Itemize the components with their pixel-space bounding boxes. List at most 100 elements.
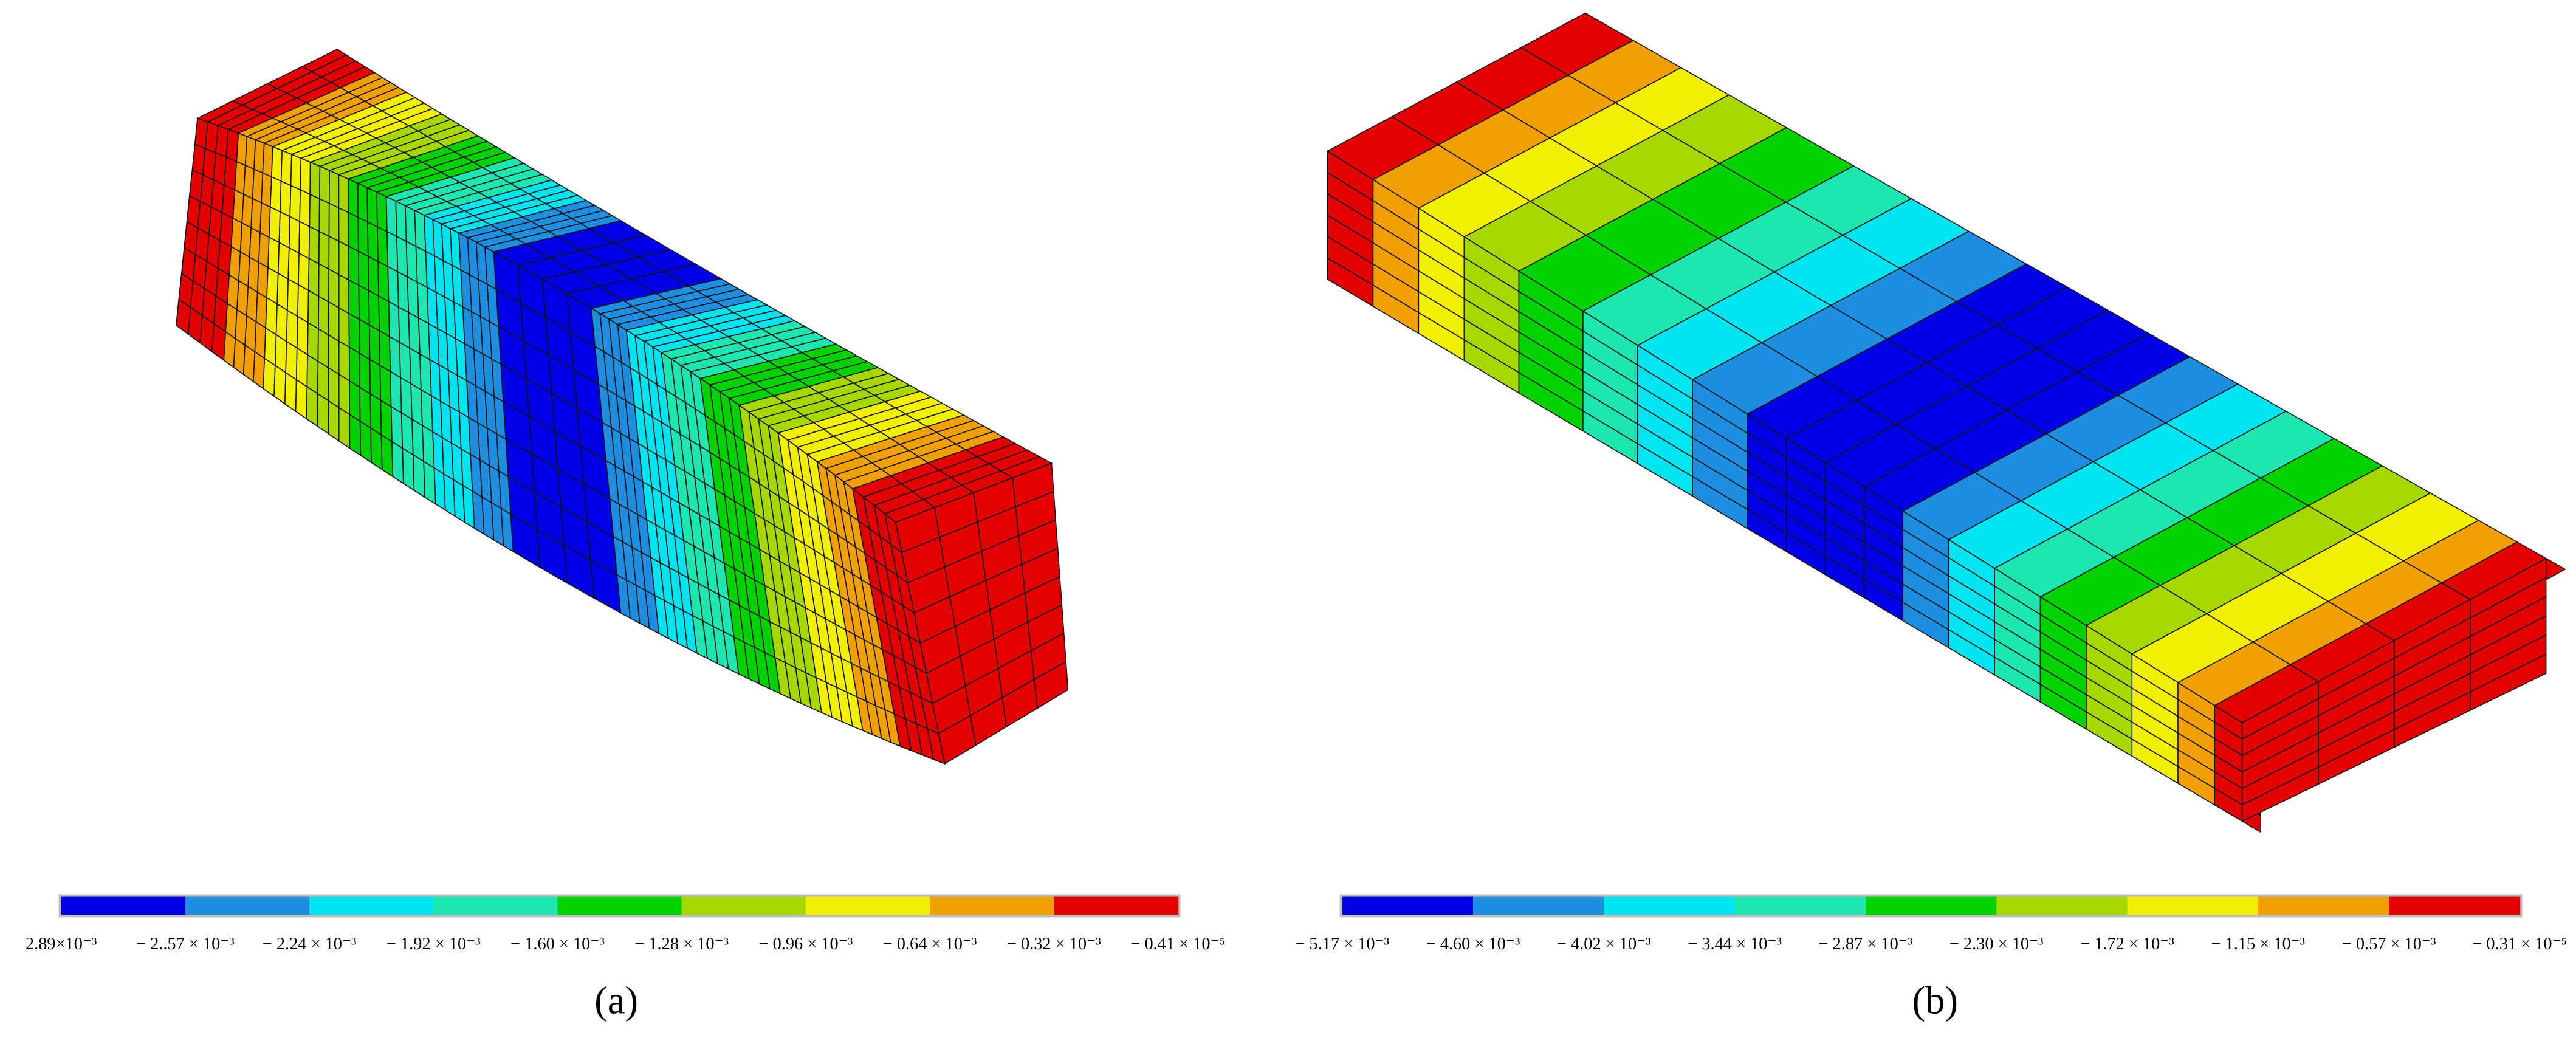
mesh-cell: [348, 312, 360, 354]
colorbar-label: − 1.92 × 10⁻³: [386, 935, 481, 954]
mesh-cell: [348, 245, 360, 286]
colorbar-swatch: [1342, 896, 1474, 915]
mesh-cell: [278, 211, 290, 249]
mesh-cell: [328, 202, 340, 242]
mesh-cell: [317, 393, 329, 435]
mesh-cell: [349, 413, 362, 456]
mesh-cell: [273, 364, 286, 405]
mesh-cell: [267, 236, 280, 275]
mesh-cell: [307, 258, 320, 297]
colorbar-swatch: [930, 896, 1055, 915]
mesh-cell: [318, 263, 330, 303]
mesh-cell: [299, 189, 311, 227]
colorbar-label: − 2.24 × 10⁻³: [263, 935, 357, 954]
mesh-cell: [287, 247, 300, 286]
mesh-cell: [289, 185, 301, 222]
colorbar-label: − 0.32 × 10⁻³: [1007, 935, 1101, 954]
mesh-cell: [338, 207, 349, 247]
end-cell: [2469, 653, 2547, 712]
colorbar-swatch: [2258, 896, 2389, 915]
mesh-cell: [256, 261, 269, 299]
mesh-cell: [359, 318, 371, 360]
mesh-cell: [328, 170, 340, 209]
mesh-cell: [271, 146, 283, 182]
mesh-cell: [277, 241, 290, 280]
mesh-cell: [318, 198, 330, 238]
mesh-cell: [253, 351, 266, 390]
mesh-cell: [380, 434, 394, 478]
mesh-cell: [357, 182, 368, 223]
mesh-cell: [300, 157, 311, 195]
mesh-cell: [366, 187, 378, 228]
mesh-cell: [318, 230, 330, 270]
colorbar-label: − 1.72 × 10⁻³: [2080, 935, 2174, 954]
colorbar-swatch: [805, 896, 930, 915]
mesh-cell: [348, 178, 359, 218]
colorbar-label: − 0.41 × 10⁻⁵: [1130, 935, 1225, 954]
colorbar-label: − 1.28 × 10⁻³: [634, 935, 729, 954]
colorbar-label: − 0.57 × 10⁻³: [2342, 935, 2436, 954]
colorbar-label: − 4.60 × 10⁻³: [1426, 935, 1520, 954]
mesh-cell: [328, 268, 340, 309]
mesh-cell: [368, 289, 380, 332]
mesh-cell: [359, 420, 372, 464]
colorbar-label: − 2.30 × 10⁻³: [1949, 935, 2044, 954]
mesh-cell: [376, 191, 388, 233]
mesh-cell: [338, 307, 350, 348]
mesh-cell: [295, 379, 308, 420]
colorbar-label: − 2.87 × 10⁻³: [1819, 935, 1913, 954]
mesh-cell: [338, 240, 349, 281]
colorbar-swatch: [1604, 896, 1736, 915]
colorbar-label: − 1.60 × 10⁻³: [510, 935, 605, 954]
mesh-cell: [328, 399, 340, 442]
mesh-cell: [262, 142, 273, 178]
mesh-cell: [338, 407, 351, 450]
colorbar-swatch: [1865, 896, 1997, 915]
colorbar-swatch: [1472, 896, 1605, 915]
mesh-cell: [377, 225, 389, 267]
colorbar-swatch: [1054, 896, 1179, 915]
mesh-cell: [348, 279, 360, 320]
mesh-cell: [298, 252, 310, 292]
mesh-cell: [391, 441, 404, 485]
colorbar-swatch: [681, 896, 806, 915]
colorbar-label: − 5.17 × 10⁻³: [1295, 935, 1389, 954]
mesh-cell: [319, 165, 330, 204]
mesh-cell: [378, 295, 390, 338]
mesh-cell: [358, 250, 369, 292]
mesh-cell: [242, 344, 256, 383]
mesh-cell: [288, 216, 300, 255]
mesh-cell: [269, 206, 281, 244]
mesh-cell: [308, 225, 320, 265]
colorbar-label: 2.89×10⁻³: [26, 935, 97, 954]
mesh-cell: [348, 211, 359, 252]
colorbar-label: − 0.31 × 10⁻⁵: [2472, 935, 2567, 954]
mesh-cell: [284, 371, 297, 413]
mesh-cell: [385, 196, 397, 238]
mesh-cell: [309, 193, 320, 233]
end-cell: [1033, 661, 1069, 709]
mesh-cell: [387, 266, 399, 308]
mesh-cell: [306, 385, 318, 427]
colorbar-label: − 2..57 × 10⁻³: [136, 935, 235, 954]
mesh-cell: [318, 295, 329, 336]
mesh-cell: [290, 153, 302, 191]
mesh-cell: [397, 270, 410, 314]
mesh-cell: [328, 235, 340, 276]
mesh-cell: [397, 306, 411, 349]
mesh-cell: [386, 230, 399, 273]
mesh-cell: [258, 232, 270, 269]
colorbar-label: − 0.96 × 10⁻³: [758, 935, 853, 954]
mesh-cell: [388, 300, 400, 343]
colorbar-swatch: [185, 896, 310, 915]
caption-a: (a): [594, 978, 638, 1022]
colorbar-swatch: [433, 896, 558, 915]
beam: [1326, 12, 2566, 833]
mesh-cell: [338, 273, 350, 315]
mesh-cell: [338, 174, 349, 213]
colorbar-swatch: [61, 896, 186, 915]
mesh-cell: [389, 335, 401, 379]
mesh-cell: [368, 324, 381, 366]
mesh-cell: [298, 221, 311, 260]
